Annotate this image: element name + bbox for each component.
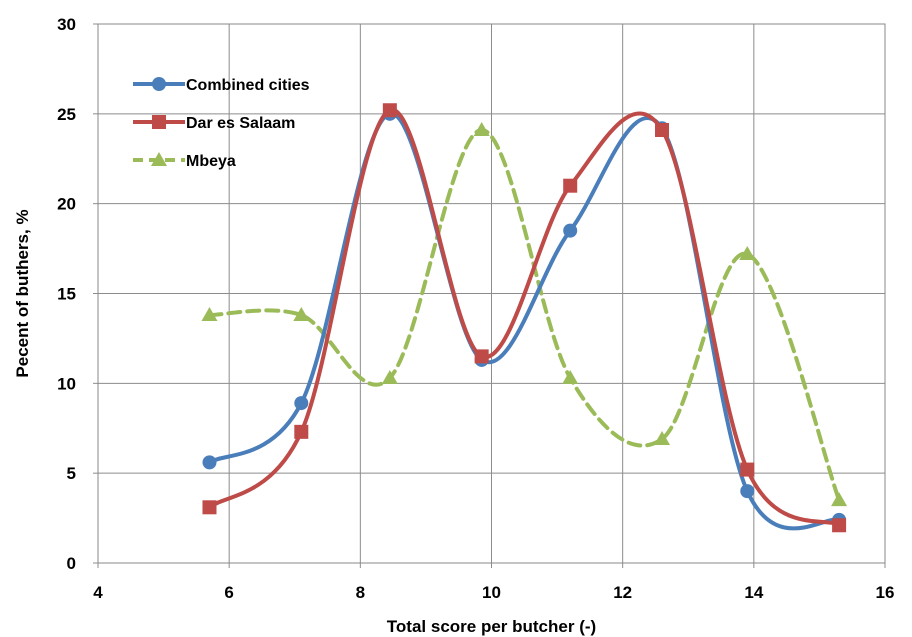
data-point [202, 455, 217, 470]
y-tick-label: 20 [57, 195, 76, 214]
data-point [473, 122, 490, 137]
y-tick-label: 0 [67, 554, 76, 573]
data-point [832, 518, 847, 533]
legend: Combined cities Dar es Salaam Mbeya [133, 77, 310, 170]
data-point [831, 492, 848, 507]
data-point [293, 307, 310, 322]
y-tick-label: 10 [57, 374, 76, 393]
data-point [740, 462, 755, 477]
x-tick-label: 12 [613, 583, 632, 602]
x-tick-label: 4 [93, 583, 103, 602]
data-point [655, 123, 670, 138]
data-point [382, 103, 397, 118]
data-point [381, 369, 398, 384]
x-axis-title: Total score per butcher (-) [387, 617, 596, 636]
x-tick-label: 8 [356, 583, 365, 602]
y-axis: 0 5 10 15 20 25 30 [57, 15, 98, 573]
series-mbeya [201, 122, 848, 507]
legend-label: Combined cities [186, 77, 310, 94]
x-tick-label: 6 [224, 583, 233, 602]
data-point [563, 178, 578, 193]
y-tick-label: 5 [67, 464, 76, 483]
legend-item: Dar es Salaam [133, 115, 295, 132]
legend-label: Mbeya [186, 153, 236, 170]
data-point [739, 245, 756, 260]
series-line [207, 128, 842, 503]
data-point [294, 424, 309, 439]
x-tick-label: 10 [482, 583, 501, 602]
data-point [563, 223, 578, 238]
legend-swatch-marker [152, 77, 166, 91]
grid-lines [97, 23, 886, 564]
data-point [562, 369, 579, 384]
legend-item: Mbeya [133, 152, 236, 170]
x-tick-label: 16 [876, 583, 895, 602]
y-tick-label: 25 [57, 105, 76, 124]
data-point [740, 484, 755, 499]
legend-swatch-marker [152, 115, 166, 129]
data-point [294, 396, 309, 411]
legend-label: Dar es Salaam [186, 115, 295, 132]
data-point [474, 349, 489, 364]
y-axis-title: Pecent of buthers, % [13, 209, 32, 377]
series-layer [201, 103, 848, 533]
legend-swatch-marker [151, 152, 167, 166]
data-point [654, 431, 671, 446]
x-axis: 4 6 8 10 12 14 16 [93, 563, 894, 602]
y-tick-label: 30 [57, 15, 76, 34]
y-tick-label: 15 [57, 285, 76, 304]
data-point [201, 307, 218, 322]
x-tick-label: 14 [744, 583, 763, 602]
series-line [207, 108, 842, 528]
data-point [202, 500, 217, 515]
series-dar-es-salaam [202, 103, 847, 533]
series-line [207, 111, 842, 531]
legend-item: Combined cities [133, 77, 310, 94]
